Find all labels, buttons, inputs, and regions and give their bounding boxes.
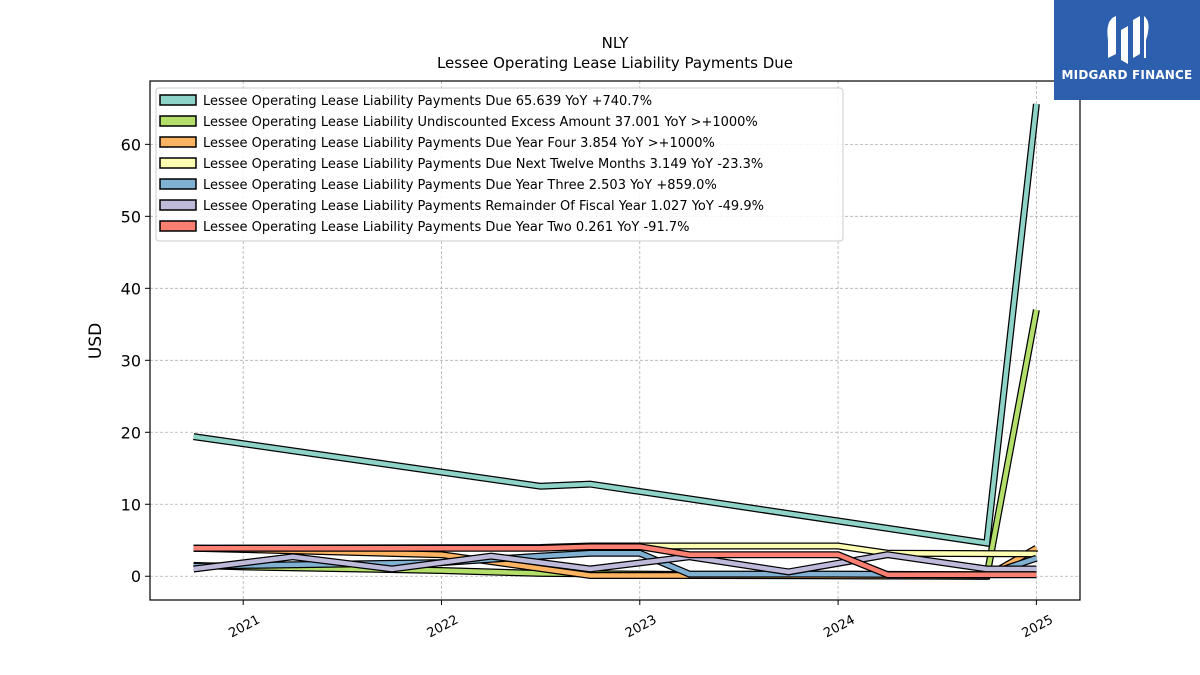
legend-swatch (159, 115, 197, 127)
y-axis-label: USD (86, 323, 106, 359)
legend-label: Lessee Operating Lease Liability Payment… (203, 157, 763, 172)
series-line-7 (193, 543, 1037, 579)
y-tick-label: 0 (131, 567, 141, 586)
legend-swatch (159, 94, 197, 106)
legend-label: Lessee Operating Lease Liability Payment… (203, 136, 715, 151)
legend-label: Lessee Operating Lease Liability Undisco… (203, 115, 758, 130)
legend-item: Lessee Operating Lease Liability Payment… (159, 157, 763, 172)
y-tick-label: 20 (121, 423, 141, 442)
brand-logo-icon (1107, 16, 1149, 64)
legend-item: Lessee Operating Lease Liability Payment… (159, 199, 764, 214)
x-tick-label: 2022 (425, 613, 461, 642)
series-line-1 (193, 103, 1040, 548)
legend-label: Lessee Operating Lease Liability Payment… (203, 199, 764, 214)
chart-subtitle: Lessee Operating Lease Liability Payment… (437, 54, 793, 72)
x-axis: 2021 2022 2023 2024 2025 (226, 600, 1056, 642)
y-tick-label: 10 (121, 495, 141, 514)
legend-item: Lessee Operating Lease Liability Payment… (159, 178, 717, 193)
series-line-2 (193, 309, 1040, 580)
series-stroke (193, 544, 1037, 578)
series-stroke (193, 103, 1039, 546)
legend-box (155, 87, 844, 242)
series-line-6 (193, 551, 1037, 576)
legend-swatch (159, 220, 197, 232)
y-tick-label: 30 (121, 351, 141, 370)
legend-swatch (159, 136, 197, 148)
brand-logo: MIDGARD FINANCE (1054, 0, 1200, 100)
legend-item: Lessee Operating Lease Liability Undisco… (159, 115, 758, 130)
legend-item: Lessee Operating Lease Liability Payment… (159, 94, 652, 109)
series-stroke (193, 552, 1037, 575)
y-tick-label: 40 (121, 279, 141, 298)
series-layer (193, 103, 1040, 580)
series-stroke (193, 309, 1039, 579)
brand-name: MIDGARD FINANCE (1061, 68, 1193, 82)
legend-label: Lessee Operating Lease Liability Payment… (203, 220, 689, 235)
legend-swatch (159, 178, 197, 190)
plot-frame (149, 80, 1081, 601)
legend-item: Lessee Operating Lease Liability Payment… (159, 136, 715, 151)
legend-swatch (159, 199, 197, 211)
legend: Lessee Operating Lease Liability Payment… (155, 87, 844, 242)
x-tick-label: 2021 (226, 613, 262, 642)
legend-label: Lessee Operating Lease Liability Payment… (203, 94, 652, 109)
legend-swatch (159, 157, 197, 169)
chart-title: NLY (602, 34, 630, 52)
x-tick-label: 2025 (1020, 613, 1056, 642)
x-tick-label: 2024 (821, 613, 857, 642)
legend-item: Lessee Operating Lease Liability Payment… (159, 220, 689, 235)
series-outline (193, 309, 1040, 580)
x-tick-label: 2023 (623, 613, 659, 642)
y-axis: 0 10 20 30 40 50 60 (121, 135, 150, 586)
y-tick-label: 50 (121, 207, 141, 226)
y-tick-label: 60 (121, 135, 141, 154)
legend-label: Lessee Operating Lease Liability Payment… (203, 178, 717, 193)
